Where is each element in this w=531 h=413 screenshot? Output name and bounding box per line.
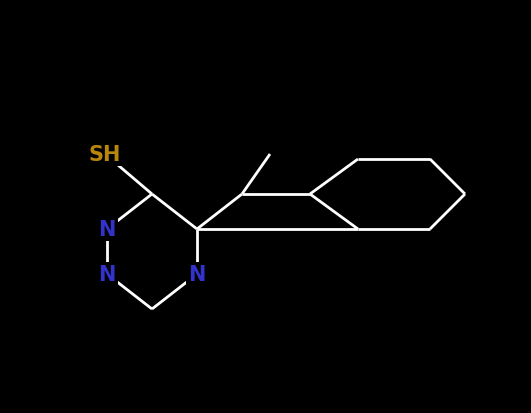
Text: SH: SH xyxy=(89,145,121,165)
Text: N: N xyxy=(98,219,116,240)
Text: N: N xyxy=(98,264,116,284)
Text: N: N xyxy=(189,264,205,284)
